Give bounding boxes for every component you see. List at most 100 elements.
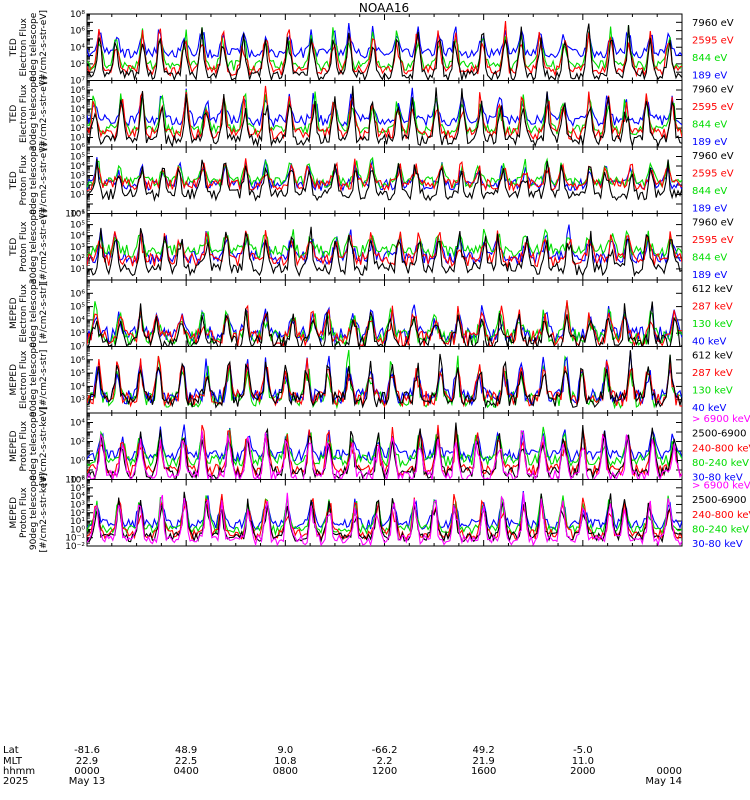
y-axis-label-line: 90deg telescope xyxy=(29,342,39,417)
y-tick-label: 10² xyxy=(70,60,85,70)
y-axis-label: MEPED Electron Flux 0deg telescope [#/cm2-s… xyxy=(9,278,49,348)
legend-entry: 612 keV xyxy=(692,351,733,362)
series-line-red xyxy=(87,424,682,478)
legend-entry: 130 keV xyxy=(692,386,733,397)
y-tick-label: 10² xyxy=(70,181,85,191)
data-traces xyxy=(87,20,682,81)
y-tick-label: 10⁻¹ xyxy=(65,534,85,544)
x-axis-value: 0400 xyxy=(173,766,198,777)
y-tick-label: 10⁵ xyxy=(70,153,85,163)
legend-entry: > 6900 keV xyxy=(692,414,750,425)
y-tick-label: 10² xyxy=(70,254,85,264)
y-tick-label: 10² xyxy=(70,124,85,134)
y-axis-label-line: [#/cm2-s-str] xyxy=(39,350,49,410)
panel-5: 10³ 10⁴ 10⁵ 10⁶ MEPED Electron Flux 0deg teles… xyxy=(9,278,733,348)
series-line-blue xyxy=(87,23,682,59)
y-tick-label: 10⁵ xyxy=(70,484,85,494)
x-axis-value: 0800 xyxy=(273,766,298,777)
y-axis-label: TED Electron Flux 0deg telescope [#/cm2-s-s… xyxy=(9,10,49,85)
legend-entry: 2595 eV xyxy=(692,235,734,246)
series-line-black xyxy=(87,491,682,544)
x-axis-value: May 14 xyxy=(645,776,682,787)
series-line-blue xyxy=(87,224,682,267)
y-axis-label-line: Electron Flux xyxy=(19,350,29,409)
y-axis-label-line: 30deg telescope xyxy=(29,209,39,284)
y-axis-label-line: Electron Flux xyxy=(19,283,29,342)
series-line-black xyxy=(87,159,682,203)
legend-entry: 287 keV xyxy=(692,368,733,379)
y-tick-label: 10⁶ xyxy=(70,210,85,220)
y-tick-label: 10⁴ xyxy=(70,105,85,115)
legend-entry: 2500-6900 xyxy=(692,429,747,440)
y-axis-label-line: Proton Flux xyxy=(19,420,29,471)
y-tick-label: 10⁵ xyxy=(70,221,85,231)
x-axis-value: 10.8 xyxy=(274,756,296,767)
legend-entry: > 6900 keV xyxy=(692,481,750,492)
data-traces xyxy=(87,349,682,410)
y-tick-label: 10⁶ xyxy=(70,143,85,153)
series-line-black xyxy=(87,226,682,277)
series-line-red xyxy=(87,85,682,142)
series-line-green xyxy=(87,25,682,72)
legend-entry: 612 keV xyxy=(692,284,733,295)
y-tick-label: 10³ xyxy=(70,329,85,339)
x-axis-value: 0000 xyxy=(74,766,99,777)
legend-entry: 80-240 keV xyxy=(692,524,749,535)
y-axis-label-line: 0deg telescope xyxy=(29,12,39,82)
y-axis-label-line: MEPED xyxy=(9,297,19,329)
legend-entry: 189 eV xyxy=(692,270,727,281)
y-tick-label: 10⁴ xyxy=(70,382,85,392)
x-axis-value: 1200 xyxy=(372,766,397,777)
legend-entry: 240-800 keV xyxy=(692,510,750,521)
x-axis-value: 2000 xyxy=(570,766,595,777)
x-axis-value: 9.0 xyxy=(277,745,293,756)
y-tick-label: 10⁴ xyxy=(70,316,85,326)
data-traces xyxy=(87,300,682,347)
y-tick-label: 10⁵ xyxy=(70,96,85,106)
y-axis-label-line: MEPED xyxy=(9,364,19,396)
legend-entry: 844 eV xyxy=(692,120,727,131)
series-line-black xyxy=(87,23,682,81)
panel-1: 10² 10⁴ 10⁶ 10⁸ TED Electron Flux 0deg telesco… xyxy=(9,10,734,85)
series-line-green xyxy=(87,156,682,190)
x-axis-value: 49.2 xyxy=(473,745,495,756)
legend-entry: 189 eV xyxy=(692,204,727,215)
y-tick-label: 10⁶ xyxy=(70,289,85,299)
x-axis-value: -81.6 xyxy=(74,745,100,756)
series-line-blue xyxy=(87,424,682,464)
y-tick-label: 10⁸ xyxy=(70,10,85,20)
y-axis-label-line: [#/cm2-s-str-eV] xyxy=(39,143,49,218)
y-tick-label: 10³ xyxy=(70,500,85,510)
y-axis-label-line: [#/cm2-s-str-eV] xyxy=(39,76,49,151)
x-axis-value: May 13 xyxy=(69,776,106,787)
y-axis-label-line: TED xyxy=(9,105,19,124)
series-line-green xyxy=(87,301,682,347)
x-axis-value: -66.2 xyxy=(372,745,398,756)
y-axis-label-line: [#/cm2-s-str] xyxy=(39,283,49,343)
y-axis-label-line: [#/cm2-s-str-eV] xyxy=(39,10,49,85)
y-tick-label: 10⁴ xyxy=(70,162,85,172)
y-tick-label: 10⁷ xyxy=(70,77,85,87)
y-tick-label: 10² xyxy=(70,438,85,448)
y-axis-label-line: TED xyxy=(9,171,19,190)
x-axis-value: 48.9 xyxy=(175,745,197,756)
y-axis-label: MEPED Proton Flux 0deg telescope [#/cm2-s-s… xyxy=(9,407,49,486)
y-tick-label: 10⁻¹ xyxy=(65,210,85,220)
panel-7: 10⁻² 10⁰ 10² 10⁴ MEPED Proton Flux 0deg telesc… xyxy=(9,407,750,486)
series-line-red xyxy=(87,158,682,193)
series-line-magenta xyxy=(87,492,682,546)
x-row-label: Lat xyxy=(3,745,19,756)
series-line-green xyxy=(87,228,682,259)
x-row-label: 2025 xyxy=(3,776,28,787)
y-tick-label: 10³ xyxy=(70,243,85,253)
y-axis-label-line: TED xyxy=(9,238,19,257)
y-tick-label: 10⁴ xyxy=(70,43,85,53)
y-tick-label: 10⁶ xyxy=(70,356,85,366)
y-axis-label-line: Electron Flux xyxy=(19,84,29,143)
legend-entry: 2595 eV xyxy=(692,36,734,47)
y-axis-label-line: Electron Flux xyxy=(19,17,29,76)
